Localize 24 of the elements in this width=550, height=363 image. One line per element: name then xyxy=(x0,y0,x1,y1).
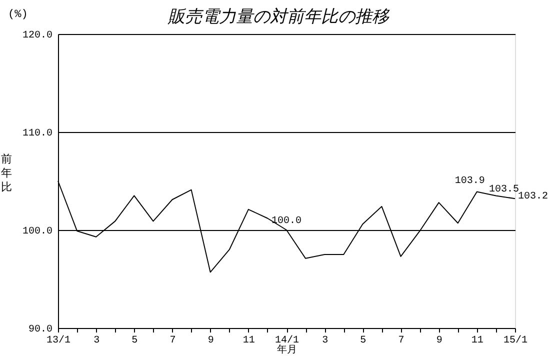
text: (%) xyxy=(8,9,28,21)
x-tick-label: 3 xyxy=(94,336,100,346)
x-tick-label: 7 xyxy=(398,336,404,346)
y-tick-label: 100.0 xyxy=(22,226,52,238)
x-axis-title: 年月 xyxy=(277,344,297,356)
y-tick-label: 90.0 xyxy=(28,324,52,336)
data-label: 103.9 xyxy=(454,176,485,187)
x-tick-label: 15/1 xyxy=(503,334,528,346)
data-label: 103.5 xyxy=(488,184,519,196)
x-tick-label: 11 xyxy=(471,336,484,346)
data-label: 103.2 xyxy=(518,192,548,203)
x-tick-label: 9 xyxy=(208,336,214,346)
x-tick-label: 3 xyxy=(322,336,328,346)
data-label: 100.0 xyxy=(271,216,302,227)
y-tick-label: 120.0 xyxy=(22,30,52,42)
x-tick-label: 11 xyxy=(242,336,255,346)
x-tick-label: 5 xyxy=(360,336,366,346)
x-tick-label: 13/1 xyxy=(46,334,71,346)
chart-title: 販売電力量の対前年比の推移 xyxy=(167,7,390,27)
y-axis-title: 前年比 xyxy=(1,152,12,194)
x-tick-label: 9 xyxy=(436,336,442,346)
y-tick-label: 110.0 xyxy=(22,128,52,140)
x-tick-label: 5 xyxy=(132,336,138,346)
x-tick-label: 7 xyxy=(170,336,176,346)
